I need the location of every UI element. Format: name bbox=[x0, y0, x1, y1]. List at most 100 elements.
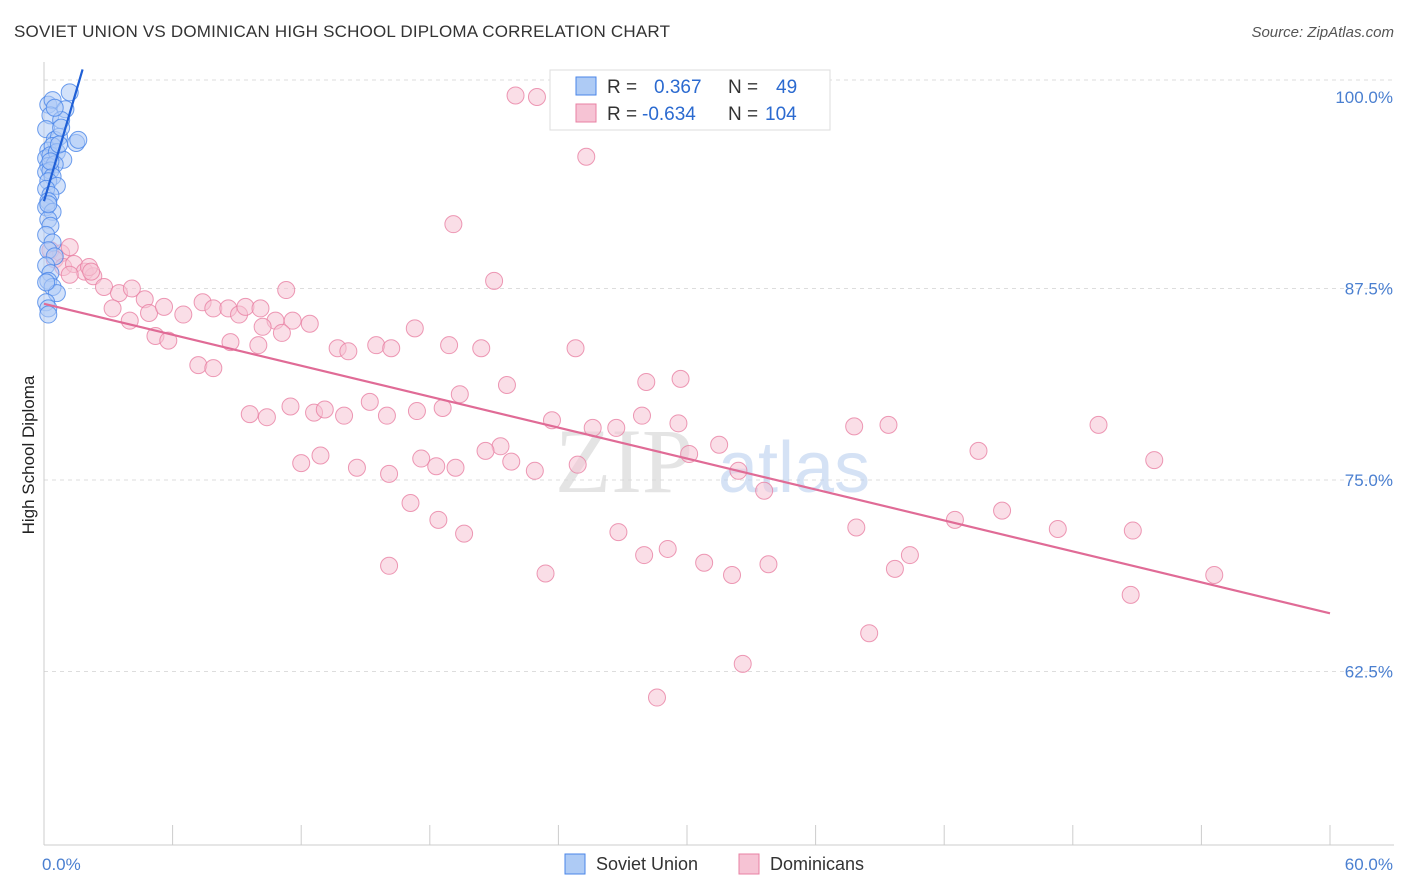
dominican-point-38 bbox=[339, 342, 358, 361]
dominican-point-109 bbox=[527, 88, 546, 106]
legend-r-label-2: R = bbox=[607, 104, 637, 125]
dominican-point-2 bbox=[60, 238, 79, 257]
dominican-point-60 bbox=[292, 454, 311, 473]
trend-lines bbox=[42, 69, 1331, 615]
dominican-point-29 bbox=[300, 314, 319, 333]
dominican-point-75 bbox=[669, 414, 688, 433]
dominican-point-92 bbox=[723, 565, 742, 584]
dominican-point-42 bbox=[440, 336, 459, 355]
dominican-point-18 bbox=[174, 305, 193, 324]
legend-r-label-1: R = bbox=[607, 77, 637, 98]
dominican-point-91 bbox=[695, 553, 714, 572]
soviet-point-47 bbox=[37, 273, 56, 292]
dominicans-points bbox=[41, 86, 1224, 707]
dominican-point-63 bbox=[380, 464, 399, 483]
dominican-point-33 bbox=[204, 359, 223, 378]
dominican-point-101 bbox=[1205, 565, 1224, 584]
dominican-point-93 bbox=[759, 555, 778, 574]
watermark: ZIP atlas bbox=[555, 410, 870, 512]
dominican-point-12 bbox=[60, 265, 79, 284]
dominican-point-31 bbox=[159, 331, 178, 350]
dominican-point-41 bbox=[405, 319, 424, 338]
legend-n-label-1: N = bbox=[728, 77, 758, 98]
dominican-point-102 bbox=[380, 556, 399, 575]
dominican-trend-line bbox=[43, 302, 1331, 615]
dominican-point-8 bbox=[95, 277, 114, 296]
dominican-point-85 bbox=[401, 493, 420, 512]
dominican-point-26 bbox=[253, 317, 272, 336]
bottom-legend-swatch-dominican bbox=[738, 853, 760, 875]
legend-r-value-1: 0.367 bbox=[654, 77, 702, 98]
dominican-point-98 bbox=[993, 501, 1012, 520]
dominican-point-90 bbox=[658, 539, 677, 558]
correlation-legend: R = 0.367 N = 49 R = -0.634 N = 104 bbox=[549, 69, 831, 131]
dominican-point-74 bbox=[632, 406, 651, 425]
dominican-point-108 bbox=[506, 86, 525, 105]
dominican-point-82 bbox=[969, 441, 988, 460]
dominican-point-35 bbox=[249, 336, 268, 355]
dominican-point-103 bbox=[536, 564, 555, 583]
dominican-point-113 bbox=[82, 262, 101, 281]
dominican-point-68 bbox=[502, 452, 521, 471]
dominican-point-48 bbox=[240, 405, 259, 424]
y-tick-label-0: 100.0% bbox=[1335, 88, 1393, 107]
dominican-point-112 bbox=[485, 271, 504, 290]
dominican-point-111 bbox=[444, 215, 463, 234]
dominican-point-80 bbox=[845, 417, 864, 436]
dominican-point-100 bbox=[1123, 521, 1142, 540]
y-tick-label-3: 62.5% bbox=[1345, 663, 1393, 682]
dominican-point-64 bbox=[412, 449, 431, 468]
dominican-point-106 bbox=[860, 624, 879, 643]
dominican-point-61 bbox=[311, 446, 330, 465]
dominican-point-54 bbox=[360, 392, 379, 411]
dominican-point-95 bbox=[885, 559, 904, 578]
y-tick-label-1: 87.5% bbox=[1345, 280, 1393, 299]
soviet-trend-line bbox=[42, 69, 84, 202]
dominican-point-43 bbox=[472, 339, 491, 358]
dominican-point-39 bbox=[367, 336, 386, 355]
dominican-point-24 bbox=[251, 299, 270, 318]
x-tick-label-1: 60.0% bbox=[1345, 855, 1393, 874]
y-tick-label-2: 75.0% bbox=[1345, 471, 1393, 490]
soviet-union-points bbox=[37, 83, 88, 324]
dominican-point-69 bbox=[525, 461, 544, 480]
dominican-point-17 bbox=[155, 297, 174, 316]
dominican-point-88 bbox=[609, 523, 628, 542]
dominican-point-94 bbox=[847, 518, 866, 537]
dominican-point-86 bbox=[429, 510, 448, 529]
dominican-point-105 bbox=[733, 654, 752, 673]
dominican-point-58 bbox=[450, 385, 469, 404]
soviet-point-48 bbox=[39, 305, 58, 324]
dominican-point-65 bbox=[427, 457, 446, 476]
chart-title: SOVIET UNION VS DOMINICAN HIGH SCHOOL DI… bbox=[14, 22, 671, 41]
dominican-point-14 bbox=[103, 299, 122, 318]
dominican-point-55 bbox=[377, 406, 396, 425]
dominican-point-83 bbox=[1089, 415, 1108, 434]
dominican-point-77 bbox=[710, 435, 729, 454]
dominican-point-62 bbox=[347, 458, 366, 477]
dominican-point-79 bbox=[755, 481, 774, 500]
dominican-point-56 bbox=[407, 402, 426, 421]
dominican-point-27 bbox=[277, 281, 296, 300]
legend-frame bbox=[549, 69, 831, 131]
dominican-point-84 bbox=[1145, 451, 1164, 470]
dominican-point-110 bbox=[577, 147, 596, 166]
dominican-point-99 bbox=[1048, 520, 1067, 539]
dominican-point-47 bbox=[671, 369, 690, 388]
dominican-point-10 bbox=[122, 279, 141, 298]
dominican-point-36 bbox=[272, 323, 291, 342]
dominican-point-28 bbox=[283, 311, 302, 330]
tick-labels: 100.0% 87.5% 75.0% 62.5% 0.0% 60.0% bbox=[42, 88, 1393, 874]
x-tick-label-0: 0.0% bbox=[42, 855, 81, 874]
soviet-point-46 bbox=[39, 195, 58, 214]
dominican-point-46 bbox=[637, 372, 656, 391]
legend-swatch-dominican bbox=[575, 103, 597, 123]
dominican-point-89 bbox=[635, 546, 654, 565]
dominican-point-59 bbox=[491, 437, 510, 456]
dominican-point-53 bbox=[335, 406, 354, 425]
bottom-legend-label-soviet: Soviet Union bbox=[596, 854, 698, 874]
source-credit: Source: ZipAtlas.com bbox=[1251, 24, 1394, 41]
bottom-legend-swatch-soviet bbox=[564, 853, 586, 875]
bottom-legend-label-dominican: Dominicans bbox=[770, 854, 864, 874]
